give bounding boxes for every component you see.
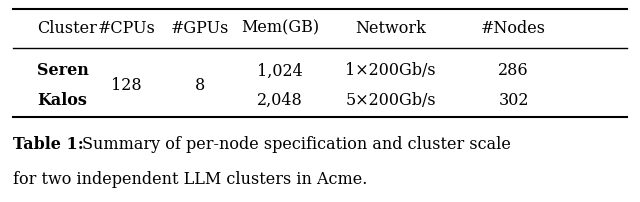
Text: #Nodes: #Nodes — [481, 20, 546, 37]
Text: for two independent LLM clusters in Acme.: for two independent LLM clusters in Acme… — [13, 171, 367, 188]
Text: 8: 8 — [195, 77, 205, 94]
Text: Mem(GB): Mem(GB) — [241, 20, 319, 37]
Text: Summary of per-node specification and cluster scale: Summary of per-node specification and cl… — [82, 136, 511, 153]
Text: 286: 286 — [498, 62, 529, 79]
Text: 2,048: 2,048 — [257, 92, 303, 108]
Text: 5×200Gb/s: 5×200Gb/s — [346, 92, 436, 108]
Text: Seren: Seren — [37, 62, 89, 79]
Text: Kalos: Kalos — [37, 92, 87, 108]
Text: 1,024: 1,024 — [257, 62, 303, 79]
Text: 1×200Gb/s: 1×200Gb/s — [346, 62, 436, 79]
Text: Table 1:: Table 1: — [13, 136, 84, 153]
Text: #GPUs: #GPUs — [171, 20, 229, 37]
Text: #CPUs: #CPUs — [97, 20, 156, 37]
Text: 128: 128 — [111, 77, 142, 94]
Text: Cluster: Cluster — [37, 20, 97, 37]
Text: 302: 302 — [499, 92, 529, 108]
Text: Network: Network — [355, 20, 426, 37]
